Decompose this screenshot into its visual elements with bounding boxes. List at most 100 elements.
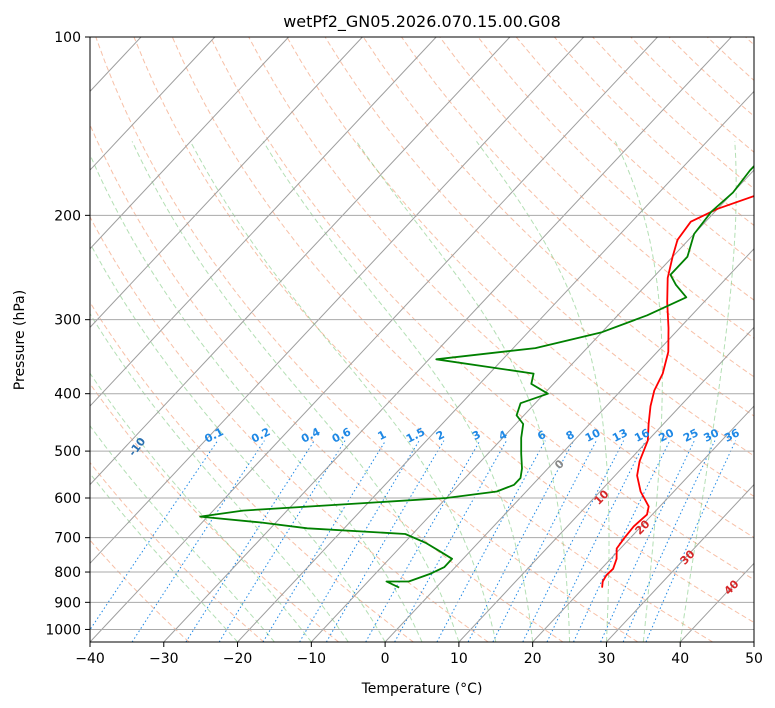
isotherm-line bbox=[90, 37, 437, 407]
mixing-ratio-label: 25 bbox=[681, 426, 701, 445]
dry-adiabat-line bbox=[95, 37, 639, 642]
y-axis-ticks: 100 200 300 400 500 600 700 800 900 1000 bbox=[45, 30, 90, 638]
dry-adiabat-line bbox=[401, 37, 754, 378]
mixing-ratio-label: 0.4 bbox=[299, 425, 323, 446]
y-tick-label: 1000 bbox=[45, 622, 81, 638]
dry-adiabat-line bbox=[362, 37, 754, 417]
dry-adiabat-line bbox=[90, 123, 564, 642]
isotherm-line bbox=[606, 483, 754, 642]
isotherm-line bbox=[90, 37, 216, 171]
mixing-ratio-label: 0.2 bbox=[249, 425, 272, 445]
mixing-ratio-line bbox=[131, 440, 265, 642]
mixing-ratio-line bbox=[262, 440, 387, 642]
mixing-ratio-label: 8 bbox=[564, 428, 577, 443]
moist-adiabat-line bbox=[355, 141, 571, 642]
temperature-profile-line bbox=[601, 195, 754, 588]
isotherm-line bbox=[0, 37, 67, 642]
dewpoint-profile-line bbox=[199, 164, 754, 589]
mixing-ratio-line bbox=[546, 440, 647, 642]
moist-adiabat-line bbox=[90, 153, 423, 642]
y-tick-label: 600 bbox=[54, 491, 81, 507]
mixing-ratio-label: 4 bbox=[497, 428, 510, 443]
mixing-ratio-label: 2 bbox=[434, 428, 447, 443]
moist-adiabat-line bbox=[90, 242, 386, 642]
isotherm-line bbox=[90, 37, 289, 250]
isotherm-line bbox=[310, 169, 754, 642]
mixing-ratio-label: 3 bbox=[470, 428, 483, 443]
dry-adiabat-label: -10 bbox=[126, 435, 149, 459]
y-tick-label: 900 bbox=[54, 595, 81, 611]
y-tick-label: 300 bbox=[54, 313, 81, 329]
x-tick-label: 20 bbox=[524, 651, 542, 667]
x-tick-label: −40 bbox=[75, 651, 105, 667]
dry-adiabat-line bbox=[171, 37, 754, 624]
mixing-ratio-label: 16 bbox=[632, 426, 652, 445]
mixing-ratio-label: 20 bbox=[656, 426, 676, 445]
mixing-ratio-label: 0.1 bbox=[202, 425, 225, 445]
dry-adiabat-line bbox=[133, 37, 713, 642]
dry-adiabat-line bbox=[90, 539, 190, 642]
isotherm-line bbox=[90, 37, 363, 329]
y-tick-label: 400 bbox=[54, 387, 81, 403]
mixing-ratio-line bbox=[299, 440, 420, 642]
series bbox=[199, 164, 754, 589]
mixing-ratio-label: 1 bbox=[376, 428, 389, 443]
isotherm-line bbox=[753, 641, 754, 642]
dry-adiabat-line bbox=[477, 37, 754, 301]
mixing-ratio-label: 6 bbox=[535, 428, 548, 443]
mixing-ratio-line bbox=[600, 440, 695, 642]
mixing-ratio-label: 30 bbox=[702, 426, 722, 445]
moist-adiabat-line bbox=[189, 141, 497, 642]
mixing-ratio-label: 10 bbox=[583, 426, 603, 445]
background-lines bbox=[90, 37, 754, 642]
isotherm-line bbox=[532, 405, 754, 642]
dry-adiabat-line bbox=[324, 37, 754, 457]
dry-adiabat-line bbox=[90, 215, 489, 642]
x-tick-label: −10 bbox=[297, 651, 327, 667]
dry-adiabat-line bbox=[286, 37, 754, 497]
isotherm-line bbox=[163, 37, 732, 642]
mixing-ratio-line bbox=[325, 440, 445, 642]
dry-adiabat-line bbox=[706, 37, 754, 82]
isotherm-line bbox=[90, 37, 511, 486]
plot-frame bbox=[89, 36, 755, 643]
moist-adiabat-line bbox=[262, 141, 534, 642]
x-axis-label: Temperature (°C) bbox=[361, 681, 483, 697]
isotherm-line bbox=[237, 90, 754, 642]
moist-adiabat-label: 20 bbox=[633, 517, 653, 537]
x-axis-ticks: −40 −30 −20 −10 0 10 20 30 40 50 bbox=[75, 642, 763, 667]
mixing-ratio-line bbox=[218, 440, 346, 642]
mixing-ratio-line bbox=[365, 440, 481, 642]
chart-title: wetPf2_GN05.2026.070.15.00.G08 bbox=[283, 12, 561, 32]
moist-adiabat-line bbox=[614, 141, 663, 642]
y-axis-label: Pressure (hPa) bbox=[12, 290, 28, 390]
moist-adiabat-line bbox=[90, 372, 312, 642]
isotherm-line bbox=[90, 37, 585, 565]
mixing-ratio-line bbox=[645, 440, 737, 642]
mixing-ratio-line bbox=[436, 440, 546, 642]
y-tick-label: 800 bbox=[54, 565, 81, 581]
dry-adiabat-line bbox=[439, 37, 754, 339]
isotherm-line bbox=[458, 326, 754, 642]
y-tick-label: 100 bbox=[54, 30, 81, 46]
mixing-ratio-label: 0.6 bbox=[330, 425, 354, 446]
grid bbox=[0, 37, 754, 642]
mixing-ratio-label: 36 bbox=[722, 426, 742, 445]
dry-adiabat-line bbox=[554, 37, 754, 227]
x-tick-label: −20 bbox=[223, 651, 253, 667]
dry-adiabat-line bbox=[90, 461, 265, 642]
x-tick-label: 40 bbox=[671, 651, 689, 667]
dry-adiabat-line bbox=[90, 382, 339, 642]
mixing-ratio-line bbox=[622, 440, 716, 642]
isotherm-line bbox=[384, 247, 754, 642]
x-tick-label: −30 bbox=[149, 651, 179, 667]
y-tick-label: 700 bbox=[54, 531, 81, 547]
y-tick-label: 200 bbox=[54, 208, 81, 224]
mixing-ratio-line bbox=[185, 440, 315, 642]
dry-adiabat-line bbox=[745, 37, 754, 46]
mixing-ratio-line bbox=[522, 440, 625, 642]
x-tick-label: 50 bbox=[745, 651, 763, 667]
mixing-ratio-label: 1.5 bbox=[404, 425, 427, 445]
x-tick-label: 10 bbox=[450, 651, 468, 667]
